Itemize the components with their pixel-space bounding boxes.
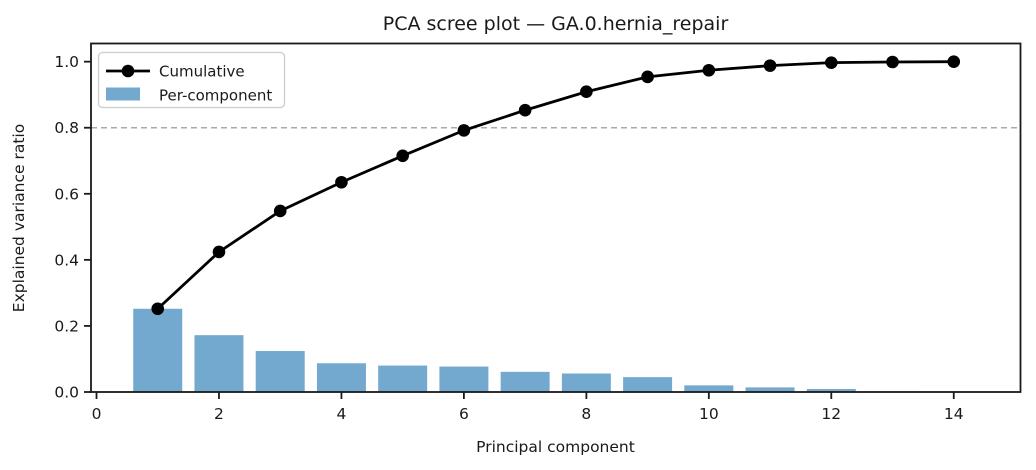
- bar-pc5: [378, 365, 428, 392]
- y-tick-label-0.4: 0.4: [54, 251, 79, 269]
- y-tick-label-0.8: 0.8: [54, 119, 79, 137]
- bar-pc10: [684, 385, 734, 392]
- cumulative-marker-pc1: [151, 302, 165, 316]
- cumulative-marker-pc5: [396, 149, 409, 163]
- axes-spines: [90, 42, 1022, 393]
- bar-pc1: [133, 308, 183, 392]
- cumulative-marker-pc12: [824, 56, 838, 69]
- cumulative-marker-pc10: [702, 63, 716, 77]
- axis-ticks: 0 2 4 6 8 10 12 14 0.0 0.2 0.4 0.6 0.8 1.0: [54, 53, 963, 423]
- x-tick-label-2: 2: [214, 405, 224, 423]
- y-tick-label-0.6: 0.6: [54, 185, 79, 203]
- cumulative-marker-pc4: [335, 175, 348, 189]
- x-tick-label-8: 8: [581, 405, 591, 423]
- bar-pc2: [194, 335, 244, 392]
- cumulative-marker-pc3: [273, 204, 287, 218]
- chart-title: PCA scree plot — GA.0.hernia_repair: [383, 13, 729, 35]
- plot-border: [90, 42, 1022, 393]
- cumulative-marker-pc9: [641, 70, 654, 84]
- cumulative-marker-pc8: [580, 85, 593, 99]
- y-tick-label-0.0: 0.0: [54, 384, 79, 402]
- y-tick-label-1.0: 1.0: [54, 53, 79, 71]
- bar-pc4: [316, 363, 366, 392]
- x-tick-label-0: 0: [92, 405, 102, 423]
- cumulative-marker-pc2: [212, 245, 226, 259]
- bar-pc11: [745, 387, 795, 392]
- cumulative-marker-pc13: [886, 55, 899, 69]
- x-tick-label-12: 12: [821, 405, 841, 423]
- x-tick-label-4: 4: [337, 405, 347, 423]
- legend-box: [97, 51, 286, 109]
- x-tick-label-14: 14: [944, 405, 964, 423]
- y-axis-label: Explained variance ratio: [10, 124, 28, 312]
- bar-pc7: [500, 371, 550, 392]
- x-axis-label: Principal component: [476, 438, 635, 456]
- cumulative-marker-pc14: [947, 55, 961, 68]
- x-tick-label-10: 10: [699, 405, 719, 423]
- legend-cumulative-marker-icon: [121, 64, 135, 78]
- cumulative-polyline: [156, 60, 954, 310]
- bar-pc8: [561, 373, 611, 392]
- per-component-bars: [133, 308, 979, 392]
- legend-percomponent-label: Per-component: [159, 87, 272, 105]
- bar-pc3: [255, 351, 305, 392]
- bar-pc9: [623, 377, 673, 392]
- cumulative-line: [151, 55, 961, 316]
- bar-pc6: [439, 366, 489, 392]
- legend-percomponent-swatch: [106, 87, 140, 101]
- x-tick-label-6: 6: [459, 405, 469, 423]
- y-tick-label-0.2: 0.2: [54, 317, 79, 335]
- legend-cumulative-label: Cumulative: [159, 63, 245, 81]
- bar-pc12: [806, 389, 856, 392]
- cumulative-marker-pc7: [518, 103, 532, 117]
- legend: Cumulative Per-component: [97, 51, 286, 109]
- cumulative-marker-pc11: [763, 59, 777, 72]
- cumulative-marker-pc6: [457, 124, 471, 137]
